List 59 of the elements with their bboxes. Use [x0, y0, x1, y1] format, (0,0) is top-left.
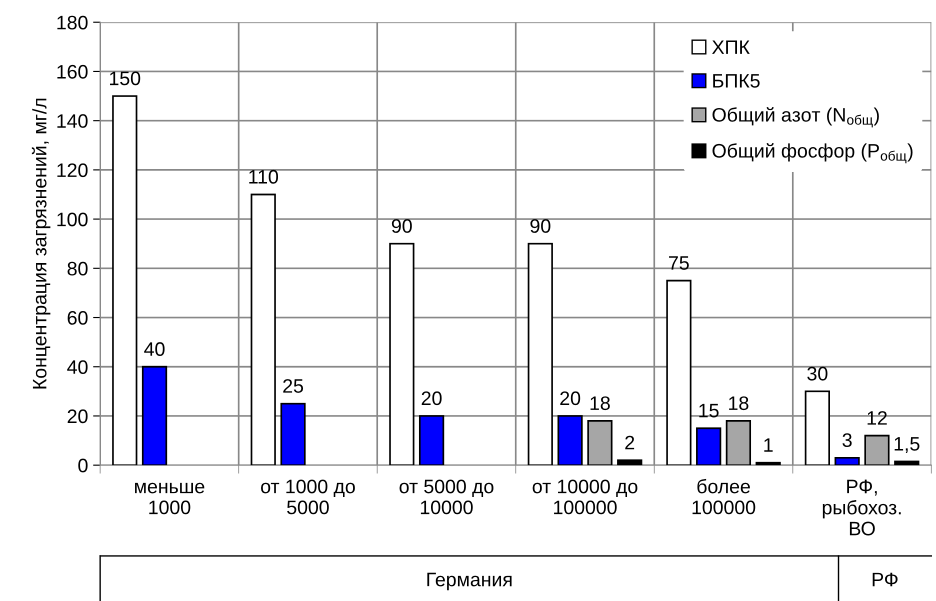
y-tick-label: 100 [57, 212, 88, 226]
bar [666, 280, 692, 466]
bar [418, 415, 444, 466]
bar [894, 460, 920, 466]
y-tick-label: 180 [57, 16, 88, 30]
x-tick-label: от 10000 до 100000 [532, 480, 638, 514]
data-label: 18 [729, 396, 748, 410]
data-label: 20 [560, 391, 580, 406]
x-tick-label: от 5000 до 10000 [400, 480, 494, 514]
bar [804, 390, 830, 466]
bar [142, 366, 168, 466]
data-label: 15 [699, 404, 719, 418]
data-label: 25 [283, 379, 304, 393]
x-tick-label: меньше 1000 [135, 482, 204, 514]
text: РФ [872, 572, 898, 586]
bar [389, 242, 414, 466]
data-label: 1,5 [894, 437, 920, 453]
data-label: 110 [249, 170, 278, 184]
bar [587, 420, 612, 466]
legend-label: БПК5 [713, 74, 760, 88]
data-label: 30 [807, 366, 828, 381]
y-tick-label: 60 [68, 310, 88, 325]
data-label: 90 [392, 219, 412, 233]
x-tick-label: от 1000 до 5000 [261, 480, 355, 514]
y-tick-label: 0 [78, 458, 88, 472]
legend-label: Общий азот (N$_{общ}$) [712, 107, 879, 128]
bar [528, 242, 553, 466]
data-label: 12 [868, 411, 887, 425]
bar [726, 420, 752, 466]
data-label: 75 [669, 256, 689, 270]
data-label: 90 [530, 219, 550, 233]
data-label: 3 [842, 433, 852, 448]
bar [280, 402, 306, 466]
bar [696, 427, 722, 466]
y-tick-label: 140 [57, 114, 88, 128]
legend-label: Общий фосфор (P$_{общ}$) [712, 143, 913, 164]
bar [834, 456, 860, 466]
x-tick-label: РФ, рыбохоз. ВО [822, 480, 901, 536]
bar [558, 415, 583, 466]
y-axis-title: Концентрация загрязнений, мг/л [32, 98, 50, 388]
y-tick-label: 20 [68, 409, 88, 424]
bar [864, 434, 890, 466]
data-label: 1 [764, 438, 773, 452]
x-tick-label: более 100000 [692, 478, 756, 514]
y-tick-label: 120 [57, 163, 88, 178]
y-tick-label: 40 [67, 360, 88, 374]
bar [250, 194, 276, 466]
text: Германия [427, 572, 512, 590]
legend-label: ХПК [712, 40, 750, 54]
data-label: 20 [422, 391, 442, 406]
y-tick-label: 80 [68, 262, 88, 276]
bar [756, 462, 781, 466]
data-label: 40 [144, 342, 165, 356]
bar [617, 459, 642, 466]
data-label: 150 [110, 72, 140, 86]
bar [112, 95, 138, 466]
data-label: 18 [590, 396, 610, 410]
y-tick-label: 160 [57, 64, 88, 79]
data-label: 2 [625, 436, 634, 450]
